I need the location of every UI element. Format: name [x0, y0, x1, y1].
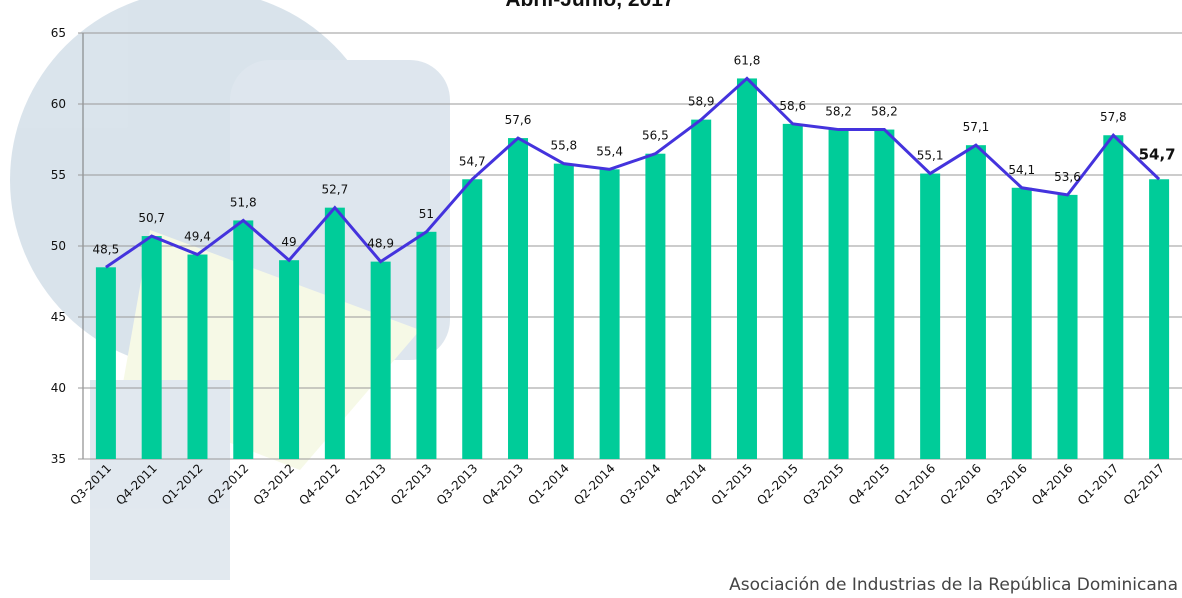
data-label: 61,8 — [734, 53, 761, 67]
bar — [645, 154, 665, 459]
x-tick-label: Q3-2016 — [983, 461, 1030, 508]
x-tick-label: Q1-2016 — [892, 461, 939, 508]
x-tick-label: Q4-2012 — [296, 461, 343, 508]
chart-title: Abril-Junio, 2017 — [505, 0, 674, 11]
data-label: 54,1 — [1008, 163, 1035, 177]
data-label: 58,2 — [871, 105, 898, 119]
bar — [325, 208, 345, 459]
x-tick-label: Q3-2014 — [617, 461, 664, 508]
chart: Abril-Junio, 2017 Asociación de Industri… — [0, 0, 1182, 598]
bar — [462, 179, 482, 459]
data-label: 50,7 — [138, 211, 165, 225]
x-tick-label: Q3-2012 — [251, 461, 298, 508]
y-tick-label: 50 — [51, 239, 66, 253]
x-tick-label: Q4-2016 — [1029, 461, 1076, 508]
data-label: 58,6 — [779, 99, 806, 113]
data-label: 52,7 — [321, 183, 348, 197]
x-tick-label: Q2-2016 — [937, 461, 984, 508]
data-label: 58,9 — [688, 95, 715, 109]
x-tick-label: Q2-2017 — [1121, 461, 1168, 508]
y-tick-label: 65 — [51, 26, 66, 40]
bar — [416, 232, 436, 459]
data-label: 54,7 — [1139, 145, 1176, 163]
data-label: 57,6 — [505, 113, 532, 127]
y-tick-label: 55 — [51, 168, 66, 182]
bar — [371, 262, 391, 459]
data-label: 58,2 — [825, 105, 852, 119]
data-label: 49,4 — [184, 230, 211, 244]
data-label: 57,1 — [963, 120, 990, 134]
y-tick-label: 35 — [51, 452, 66, 466]
x-tick-label: Q4-2015 — [846, 461, 893, 508]
data-label: 51,8 — [230, 195, 257, 209]
bar — [1012, 188, 1032, 459]
x-tick-label: Q2-2013 — [388, 461, 435, 508]
x-tick-label: Q1-2013 — [342, 461, 389, 508]
data-label: 49 — [281, 235, 296, 249]
bar — [279, 260, 299, 459]
bar — [233, 220, 253, 459]
y-tick-label: 40 — [51, 381, 66, 395]
x-tick-label: Q2-2015 — [754, 461, 801, 508]
bar — [96, 267, 116, 459]
x-tick-label: Q4-2014 — [663, 461, 710, 508]
bar — [691, 120, 711, 459]
x-tick-label: Q1-2014 — [525, 461, 572, 508]
data-label: 48,9 — [367, 237, 394, 251]
data-label: 53,6 — [1054, 170, 1081, 184]
x-tick-label: Q4-2013 — [480, 461, 527, 508]
data-label: 54,7 — [459, 154, 486, 168]
data-label: 56,5 — [642, 129, 669, 143]
data-label: 51 — [419, 207, 434, 221]
x-tick-label: Q1-2017 — [1075, 461, 1122, 508]
bar — [1058, 195, 1078, 459]
bar — [829, 130, 849, 459]
x-tick-label: Q1-2015 — [708, 461, 755, 508]
x-tick-label: Q3-2013 — [434, 461, 481, 508]
bar — [600, 169, 620, 459]
y-tick-label: 60 — [51, 97, 66, 111]
bar — [737, 78, 757, 459]
bar — [1103, 135, 1123, 459]
data-label: 55,4 — [596, 144, 623, 158]
footer: Asociación de Industrias de la República… — [729, 575, 1178, 595]
data-label: 48,5 — [93, 242, 120, 256]
bar — [554, 164, 574, 459]
x-tick-label: Q3-2015 — [800, 461, 847, 508]
bar — [966, 145, 986, 459]
bar — [187, 255, 207, 459]
data-label: 55,1 — [917, 149, 944, 163]
bar — [783, 124, 803, 459]
data-label: 57,8 — [1100, 110, 1127, 124]
x-tick-label: Q2-2014 — [571, 461, 618, 508]
bar — [874, 130, 894, 459]
bar — [920, 174, 940, 459]
bar — [1149, 179, 1169, 459]
bar — [142, 236, 162, 459]
bar — [508, 138, 528, 459]
y-tick-label: 45 — [51, 310, 66, 324]
data-label: 55,8 — [550, 139, 577, 153]
